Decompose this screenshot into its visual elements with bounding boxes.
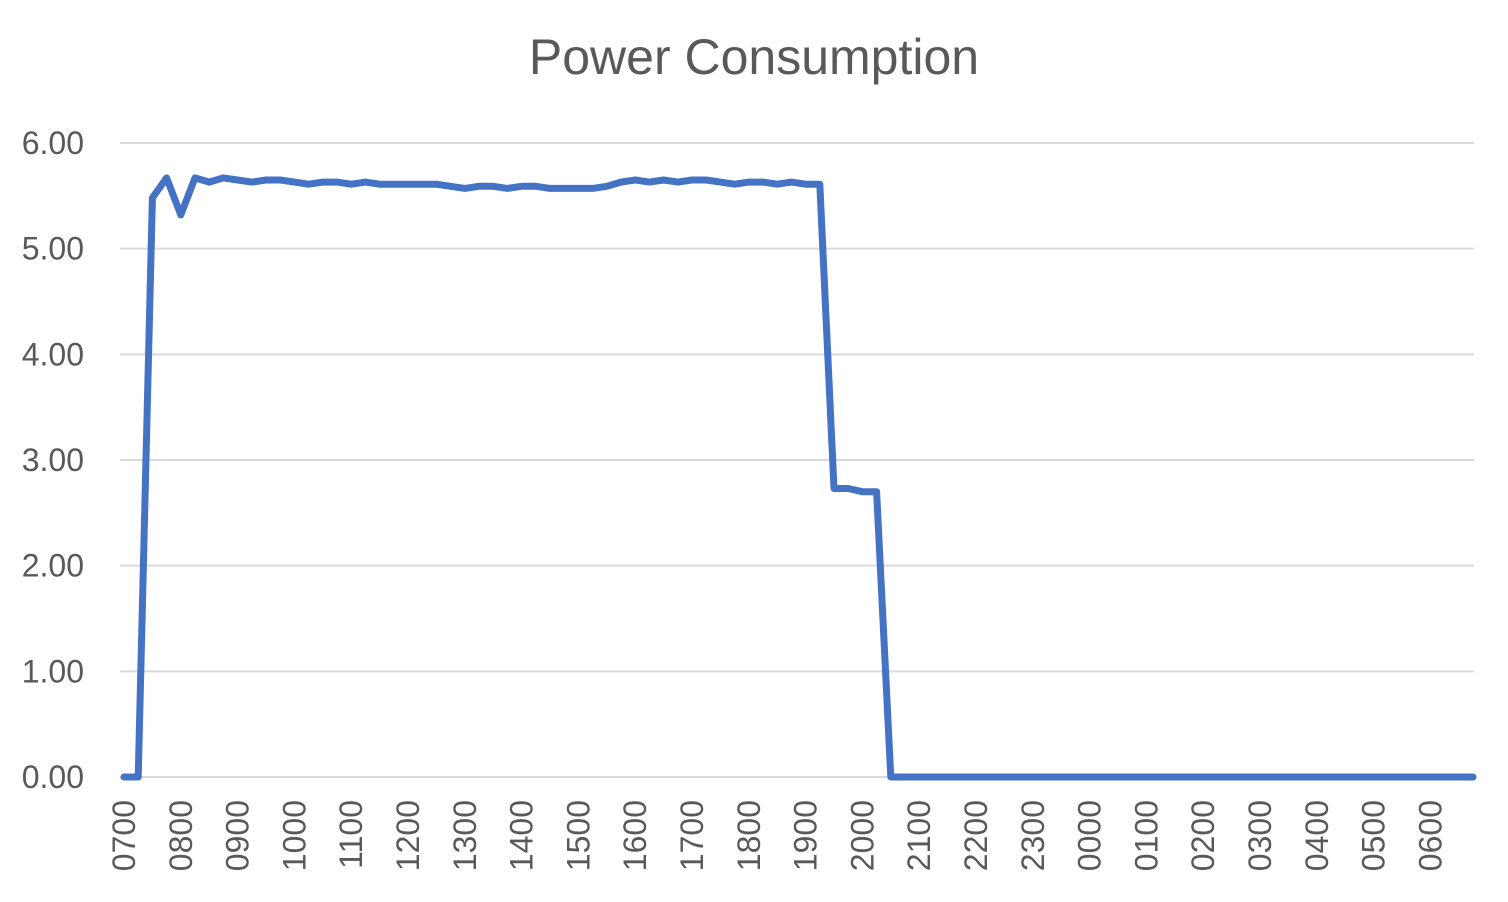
grid-lines [120,142,1474,778]
x-tick-label: 1600 [617,800,653,871]
x-tick-label: 0900 [220,800,256,871]
x-tick-label: 0600 [1412,800,1448,871]
x-tick-label: 0500 [1356,800,1392,871]
y-tick-label: 0.00 [22,759,84,795]
y-tick-label: 4.00 [22,336,84,372]
y-tick-label: 6.00 [22,125,84,161]
x-tick-label: 1400 [504,800,540,871]
y-tick-label: 3.00 [22,442,84,478]
series-line [120,174,1477,781]
series-layer [120,174,1477,781]
y-tick-label: 2.00 [22,548,84,584]
x-tick-label: 1500 [560,800,596,871]
x-tick-label: 1200 [390,800,426,871]
x-tick-label: 0400 [1299,800,1335,871]
x-tick-label: 2200 [958,800,994,871]
x-tick-label: 1000 [276,800,312,871]
x-tick-label: 2300 [1015,800,1051,871]
y-tick-label: 1.00 [22,653,84,689]
x-tick-label: 0000 [1072,800,1108,871]
chart-title: Power Consumption [528,29,980,85]
x-tick-label: 1700 [674,800,710,871]
x-axis-ticks: 0700 0800 0900 1000 1100 1200 1300 1400 1500 1600… [106,800,1448,871]
y-tick-label: 5.00 [22,231,84,267]
x-tick-label: 0800 [163,800,199,871]
x-tick-label: 1300 [447,800,483,871]
x-tick-label: 1900 [788,800,824,871]
x-tick-label: 0200 [1185,800,1221,871]
x-tick-label: 0700 [106,800,142,871]
x-tick-label: 2000 [844,800,880,871]
x-tick-label: 0300 [1242,800,1278,871]
x-tick-label: 1800 [731,800,767,871]
x-tick-label: 2100 [901,800,937,871]
x-tick-label: 1100 [333,800,369,869]
x-tick-label: 0100 [1128,800,1164,871]
y-axis-ticks: 0.00 1.00 2.00 3.00 4.00 5.00 6.00 [22,125,84,795]
